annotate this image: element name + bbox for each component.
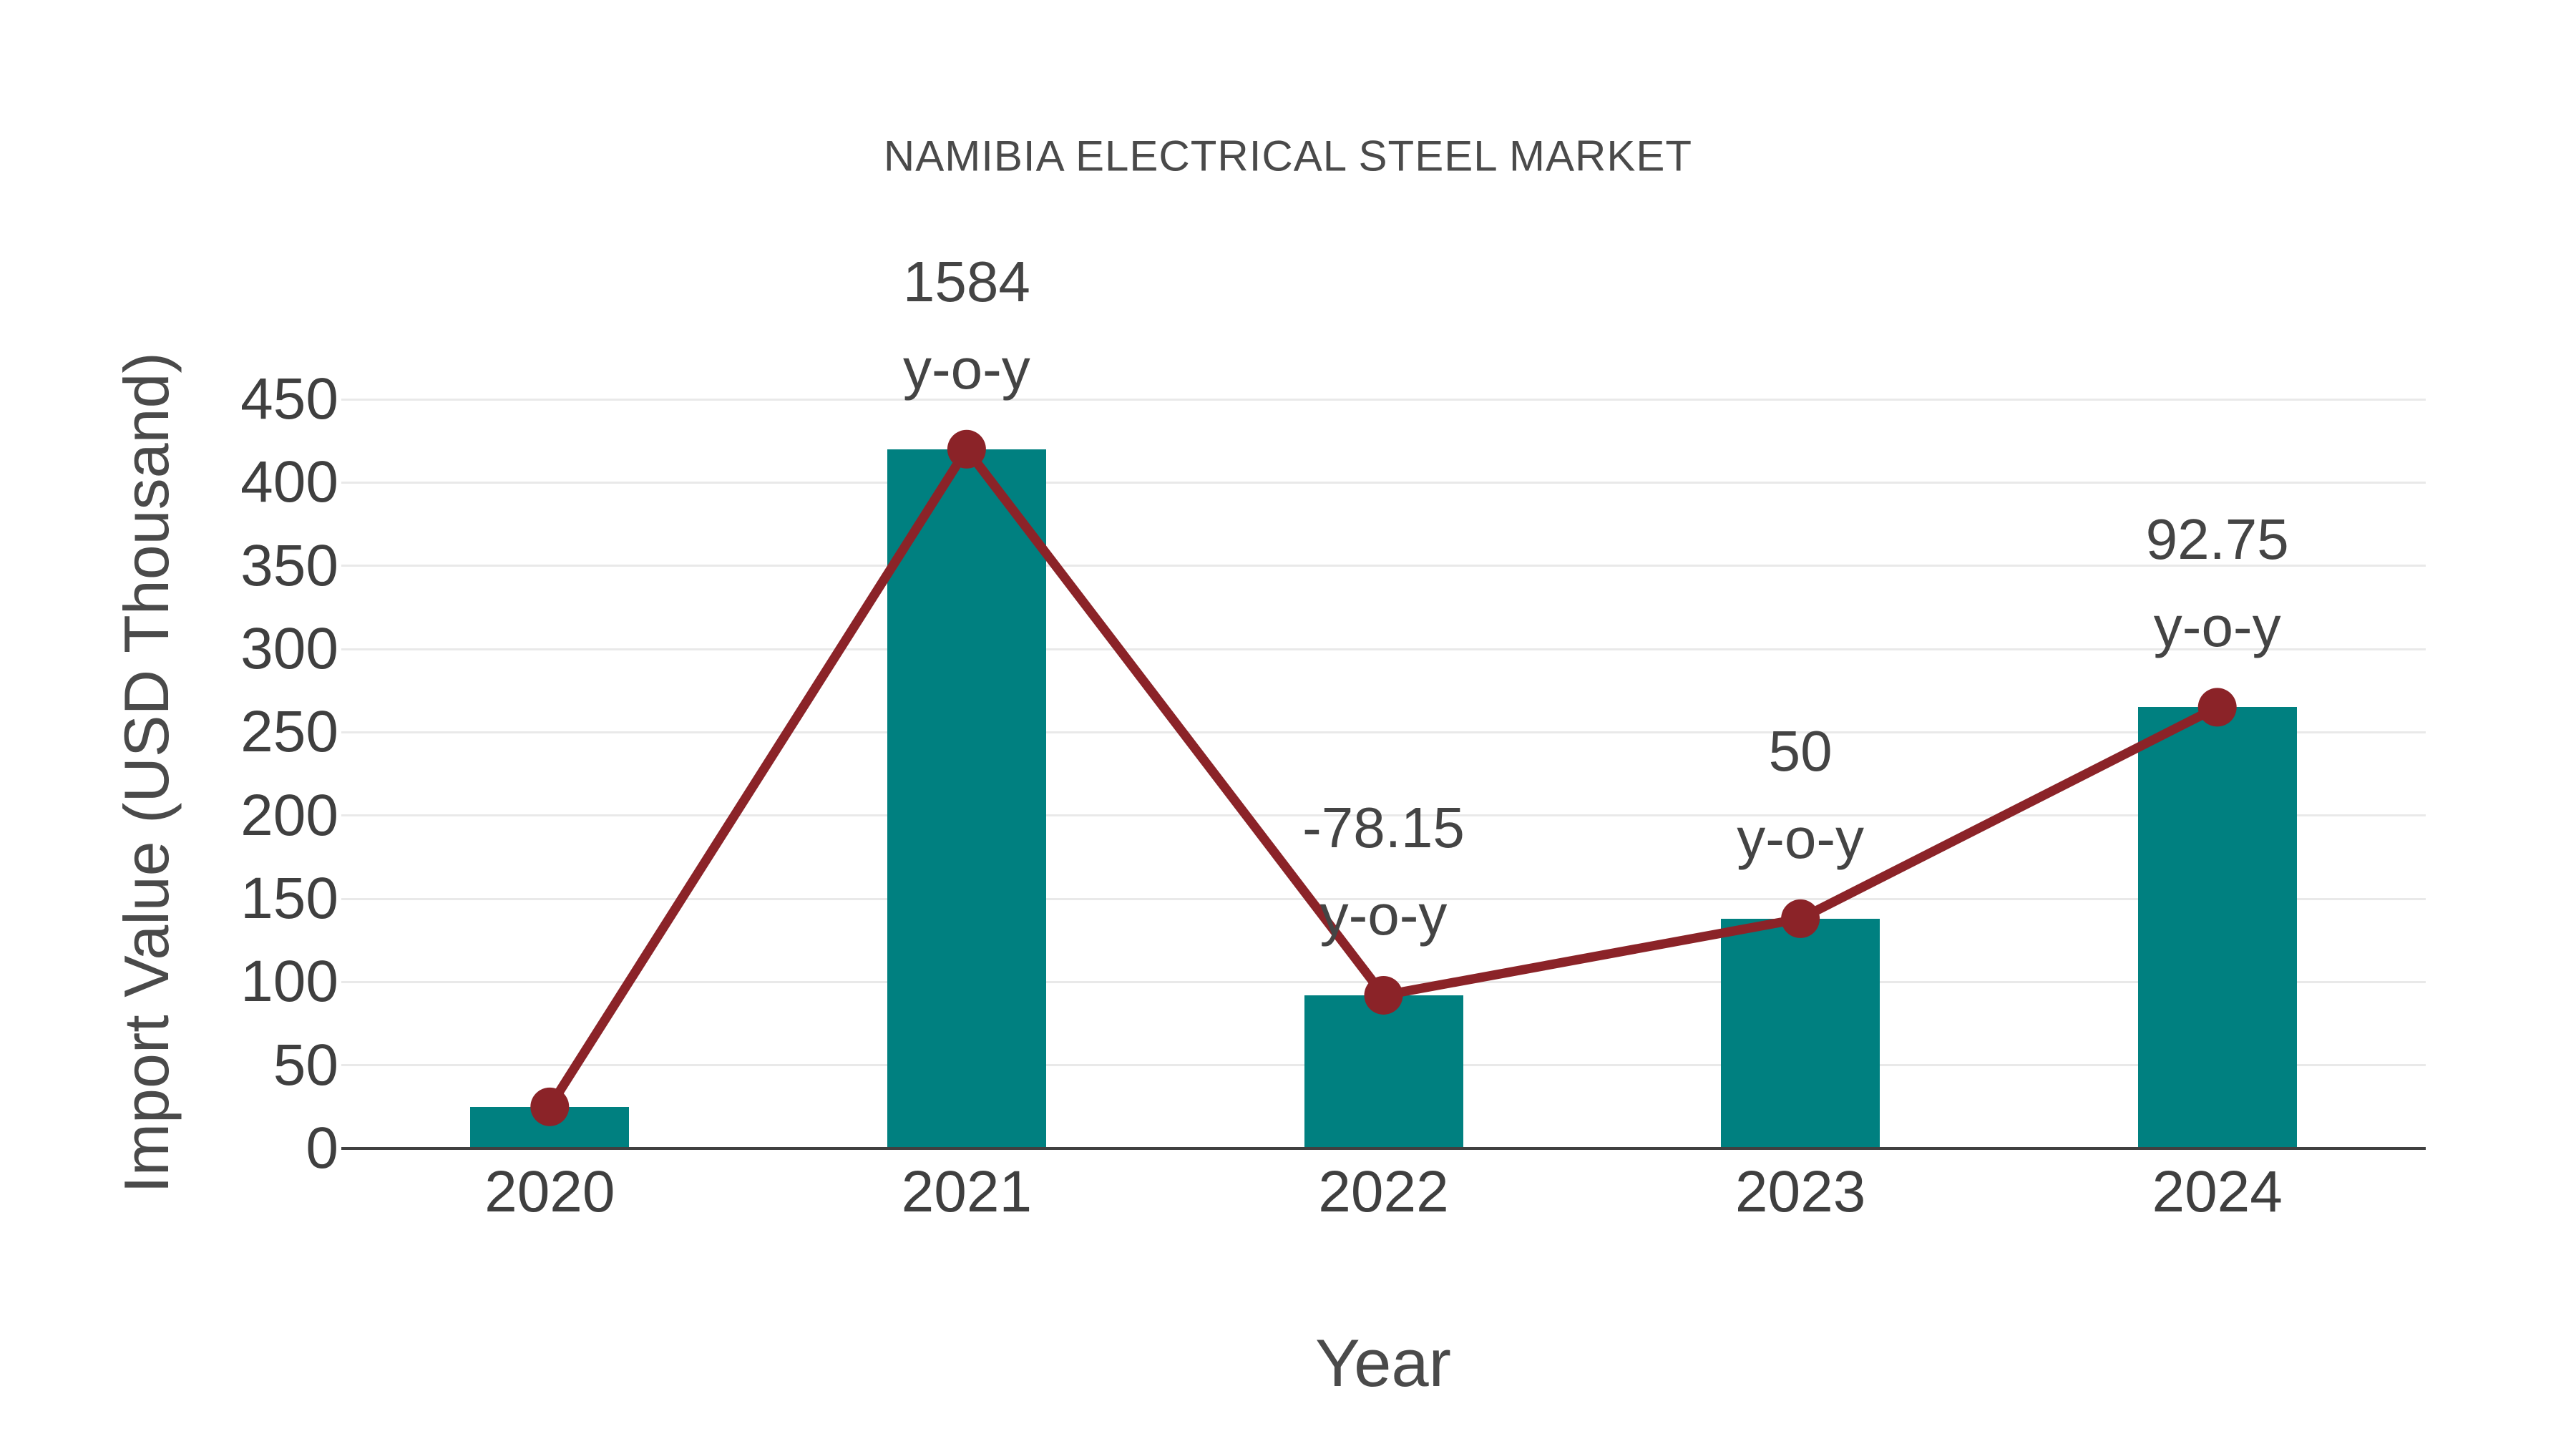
gridline-350 [341, 565, 2426, 567]
gridline-200 [341, 814, 2426, 817]
y-tick-400: 400 [240, 449, 338, 515]
x-axis-line [341, 1147, 2426, 1150]
annotation-2023-value: 50 [1768, 718, 1833, 783]
x-tick-2022: 2022 [1318, 1159, 1449, 1224]
bar-2023 [1721, 918, 1880, 1148]
annotation-2022-value: -78.15 [1302, 795, 1465, 859]
gridline-300 [341, 648, 2426, 650]
y-axis-title: Import Value (USD Thousand) [111, 352, 182, 1194]
data-point-2024 [2197, 688, 2237, 727]
data-point-2020 [530, 1087, 570, 1126]
annotation-2024-value: 92.75 [2145, 507, 2289, 572]
y-tick-450: 450 [240, 366, 338, 431]
bar-2021 [887, 449, 1046, 1148]
y-tick-50: 50 [273, 1032, 338, 1098]
gridline-150 [341, 897, 2426, 900]
x-tick-2024: 2024 [2152, 1159, 2283, 1224]
y-tick-150: 150 [240, 866, 338, 931]
annotation-2021-label: y-o-y [903, 336, 1030, 401]
y-tick-0: 0 [306, 1116, 338, 1181]
x-tick-2023: 2023 [1735, 1159, 1866, 1224]
y-tick-100: 100 [240, 949, 338, 1015]
x-tick-2020: 2020 [484, 1159, 615, 1224]
annotation-2022-label: y-o-y [1319, 882, 1448, 947]
chart-title: NAMIBIA ELECTRICAL STEEL MARKET [883, 132, 1693, 180]
plot-area [341, 398, 2426, 1150]
y-tick-250: 250 [240, 699, 338, 765]
y-tick-300: 300 [240, 616, 338, 681]
x-tick-2021: 2021 [901, 1159, 1033, 1224]
data-point-2022 [1364, 975, 1403, 1015]
annotation-2024-label: y-o-y [2153, 595, 2281, 659]
bar-2024 [2137, 707, 2297, 1148]
trend-line-layer [530, 429, 2237, 1126]
annotation-2023-label: y-o-y [1737, 806, 1864, 870]
annotation-2021-value: 1584 [902, 249, 1030, 313]
gridline-400 [341, 481, 2426, 484]
data-point-2021 [947, 429, 986, 469]
bar-2022 [1304, 995, 1463, 1148]
gridline-250 [341, 731, 2426, 733]
y-tick-200: 200 [240, 782, 338, 848]
y-tick-350: 350 [240, 532, 338, 598]
x-axis-title: Year [1315, 1325, 1451, 1400]
gridline-450 [341, 398, 2426, 401]
data-point-2023 [1781, 899, 1820, 938]
